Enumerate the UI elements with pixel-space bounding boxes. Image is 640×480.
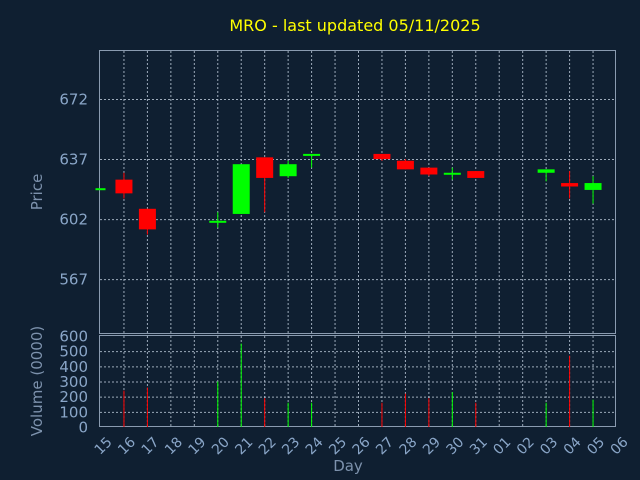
x-axis-label: Day: [333, 457, 363, 475]
price-tick-label: 637: [59, 151, 88, 169]
candle: [256, 157, 274, 213]
x-tick-label: 15: [92, 434, 116, 458]
x-tick-label: 22: [256, 434, 280, 458]
x-tick-label: 29: [420, 434, 444, 458]
candle-body: [138, 208, 156, 230]
x-tick-label: 02: [514, 434, 538, 458]
candle: [467, 171, 485, 178]
y-axis-label: Price: [28, 174, 46, 211]
x-tick-label: 18: [162, 434, 186, 458]
volume-tick-label: 100: [59, 403, 88, 421]
price-tick-label: 567: [59, 271, 88, 289]
candle: [279, 160, 297, 178]
x-tick-label: 06: [608, 434, 632, 458]
x-tick-label: 16: [115, 434, 139, 458]
candle-body: [115, 179, 133, 194]
price-tick-labels: 567 602 637 672: [59, 91, 88, 289]
x-tick-labels: 15 16 17 18 19 20 21 22 23 24 25 26 27 28 29 30 31 01 02 03…: [92, 434, 632, 458]
candle-body: [232, 164, 250, 214]
candle: [561, 171, 579, 199]
x-tick-label: 03: [537, 434, 561, 458]
x-tick-label: 17: [139, 434, 163, 458]
candle-body: [303, 153, 321, 156]
price-tick-label: 602: [59, 211, 88, 229]
candle-body: [256, 157, 274, 178]
candle: [584, 176, 602, 204]
candle-body: [561, 183, 579, 187]
volume-tick-label: 0: [78, 419, 88, 437]
price-panel-frame: [99, 50, 616, 334]
x-tick-label: 28: [397, 434, 421, 458]
candle-body: [95, 188, 106, 191]
candle: [138, 208, 156, 235]
candle-body: [209, 220, 227, 223]
x-tick-label: 19: [186, 434, 210, 458]
x-tick-label: 27: [373, 434, 397, 458]
x-tick-label: 04: [561, 434, 585, 458]
candle-body: [279, 164, 297, 177]
volume-tick-label: 200: [59, 388, 88, 406]
volume-tick-label: 400: [59, 358, 88, 376]
candle: [537, 169, 555, 182]
price-grid: [100, 51, 616, 334]
x-tick-label: 30: [444, 434, 468, 458]
x-tick-label: 20: [209, 434, 233, 458]
candle: [396, 159, 414, 170]
candle-body: [443, 172, 461, 175]
candles: [95, 153, 602, 235]
candle: [373, 153, 391, 161]
x-tick-label: 23: [279, 434, 303, 458]
volume-bars: [123, 343, 594, 427]
candle-body: [420, 167, 438, 175]
x-tick-label: 26: [350, 434, 374, 458]
x-tick-label: 01: [490, 434, 514, 458]
x-tick-label: 31: [467, 434, 491, 458]
volume-grid: [100, 336, 616, 427]
candle: [443, 167, 461, 180]
volume-tick-label: 500: [59, 343, 88, 361]
candle: [232, 164, 250, 214]
volume-panel-frame: [99, 335, 616, 427]
volume-axis-label: Volume (0000): [28, 326, 46, 436]
volume-tick-label: 300: [59, 373, 88, 391]
x-tick-label: 24: [303, 434, 327, 458]
candle-body: [584, 183, 602, 190]
candle-body: [467, 171, 485, 178]
candle: [420, 167, 438, 177]
candle: [209, 212, 227, 228]
candle-body: [537, 169, 555, 173]
candle: [95, 188, 106, 191]
candle: [303, 153, 321, 168]
candle: [115, 172, 133, 199]
price-tick-label: 672: [59, 91, 88, 109]
x-tick-label: 05: [584, 434, 608, 458]
x-tick-label: 21: [232, 434, 256, 458]
x-tick-label: 25: [326, 434, 350, 458]
volume-tick-label: 600: [59, 328, 88, 346]
candle-body: [373, 153, 391, 160]
chart-title: MRO - last updated 05/11/2025: [229, 16, 480, 35]
candle-body: [396, 160, 414, 170]
